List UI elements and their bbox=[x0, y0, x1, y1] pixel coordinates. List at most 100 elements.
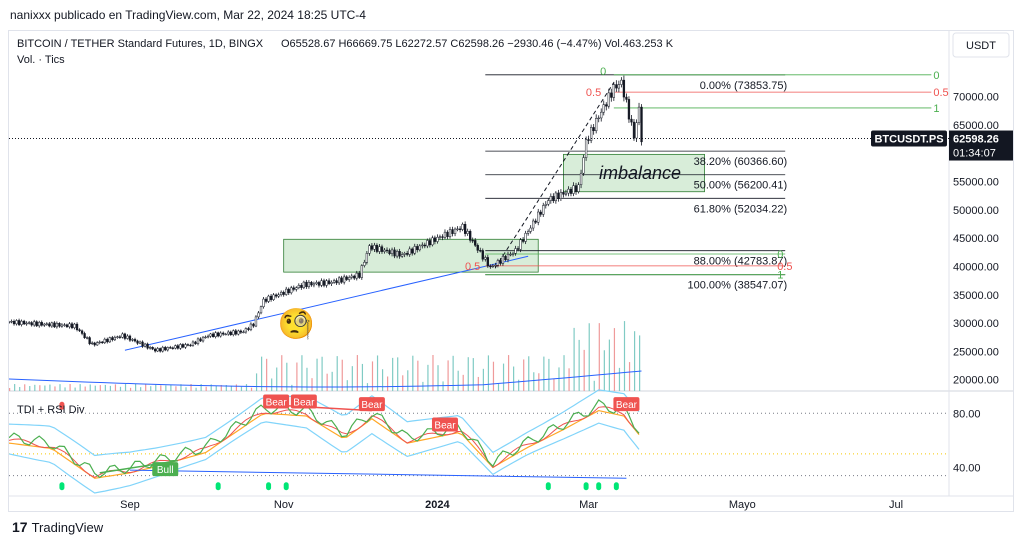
publisher-line: nanixxx publicado en TradingView.com, Ma… bbox=[10, 8, 366, 22]
volume-bar bbox=[623, 321, 626, 391]
volume-bar bbox=[311, 378, 313, 391]
volume-bar bbox=[432, 355, 434, 391]
volume-bar bbox=[170, 384, 172, 391]
candle-body bbox=[189, 344, 192, 347]
candle-body bbox=[411, 248, 414, 254]
volume-bar bbox=[523, 359, 525, 391]
candle-body bbox=[416, 246, 419, 251]
candle-body bbox=[587, 139, 590, 141]
candle-body bbox=[438, 236, 442, 238]
candle-body bbox=[423, 244, 426, 247]
volume-bar bbox=[205, 386, 207, 391]
indicator-layer: Bear Bear Bear Bear Bear Bull bbox=[9, 389, 949, 494]
volume-bar bbox=[301, 355, 303, 391]
y-tick-label: 55000.00 bbox=[953, 177, 999, 189]
volume-bar bbox=[618, 367, 621, 391]
volume-bar bbox=[407, 370, 409, 391]
y-tick-label: 25000.00 bbox=[953, 346, 999, 358]
candle-body bbox=[22, 320, 26, 325]
volume-bar bbox=[462, 374, 464, 391]
signal-badge bbox=[290, 394, 317, 409]
candle-body bbox=[501, 256, 505, 264]
candle-body bbox=[360, 265, 363, 278]
candle-body bbox=[446, 231, 449, 237]
candle-body bbox=[559, 191, 563, 199]
signal-badge bbox=[263, 394, 290, 409]
monocle-emoji-icon: 🧐 bbox=[278, 307, 315, 341]
range-box bbox=[283, 238, 539, 273]
volume-bar bbox=[639, 335, 641, 391]
candle-body bbox=[393, 249, 396, 257]
volume-bar bbox=[9, 388, 11, 391]
candle-body bbox=[322, 280, 326, 286]
candle-body bbox=[373, 244, 376, 250]
candle-body bbox=[471, 240, 474, 242]
candle-body bbox=[269, 295, 273, 300]
volume-bar bbox=[578, 339, 580, 391]
volume-bar bbox=[99, 385, 101, 391]
volume-bar bbox=[553, 378, 555, 391]
legend-ohlc: O65528.67 H66669.75 L62272.57 C62598.26 … bbox=[281, 38, 674, 50]
candle-body bbox=[353, 275, 356, 279]
candle-body bbox=[315, 282, 318, 285]
volume-bar bbox=[165, 385, 167, 391]
volume-layer bbox=[9, 321, 642, 391]
trendline bbox=[124, 255, 529, 351]
candle-body bbox=[544, 203, 547, 206]
candle-body bbox=[615, 84, 618, 89]
candle-body bbox=[73, 323, 76, 329]
candle-body bbox=[516, 248, 520, 250]
candle-body bbox=[50, 322, 53, 327]
fib-level-label: 50.00% (56200.41) bbox=[694, 180, 788, 192]
candle-body bbox=[463, 223, 467, 234]
candle-body bbox=[219, 332, 222, 337]
footer-brand[interactable]: 17 TradingView bbox=[12, 519, 103, 535]
y-tick-label: 65000.00 bbox=[953, 120, 999, 132]
volume-bar bbox=[69, 384, 71, 391]
candle-body bbox=[325, 280, 328, 286]
candle-body bbox=[252, 323, 255, 327]
candle-body bbox=[93, 342, 96, 346]
symbol-tag-label: BTCUSDT.PS bbox=[874, 134, 943, 146]
candle-body bbox=[335, 280, 338, 284]
volume-bar bbox=[397, 357, 399, 391]
candle-body bbox=[504, 256, 507, 260]
candle-body bbox=[448, 229, 452, 237]
candle-body bbox=[610, 92, 613, 98]
candle-body bbox=[12, 320, 16, 325]
volume-bar bbox=[200, 384, 202, 391]
candle-body bbox=[494, 265, 497, 267]
candle-body bbox=[224, 333, 227, 336]
volume-bar bbox=[346, 380, 348, 391]
volume-bar bbox=[341, 359, 343, 391]
symbol-tag-bg bbox=[871, 130, 947, 147]
currency-button[interactable]: USDT bbox=[952, 32, 1010, 58]
volume-bar bbox=[326, 373, 328, 391]
candle-body bbox=[171, 347, 174, 349]
chart-canvas[interactable]: imbalance 🧐 0.00% (73853.75) 38.20% (60366… bbox=[9, 31, 1013, 511]
candle-body bbox=[237, 330, 240, 335]
volume-bar bbox=[245, 384, 248, 391]
candle-body bbox=[370, 245, 374, 250]
candle-body bbox=[166, 347, 169, 351]
candle-body bbox=[179, 344, 182, 349]
y-tick-label: 30000.00 bbox=[953, 318, 999, 330]
candle-body bbox=[436, 236, 439, 242]
candle-body bbox=[343, 276, 346, 283]
candle-body bbox=[567, 188, 570, 194]
volume-bar bbox=[104, 384, 106, 391]
y-tick-label: 40000.00 bbox=[953, 261, 999, 273]
candle-body bbox=[229, 331, 232, 335]
candle-body bbox=[499, 260, 502, 264]
volume-bar bbox=[190, 384, 192, 391]
candle-body bbox=[282, 291, 285, 295]
volume-bar bbox=[89, 384, 91, 391]
candle-body bbox=[569, 188, 573, 194]
candle-body bbox=[375, 244, 379, 252]
candle-body bbox=[264, 298, 268, 302]
candle-body bbox=[617, 84, 621, 89]
candle-body bbox=[307, 282, 311, 288]
candle-body bbox=[635, 122, 638, 139]
candle-body bbox=[547, 200, 550, 205]
volume-bar bbox=[457, 370, 459, 391]
